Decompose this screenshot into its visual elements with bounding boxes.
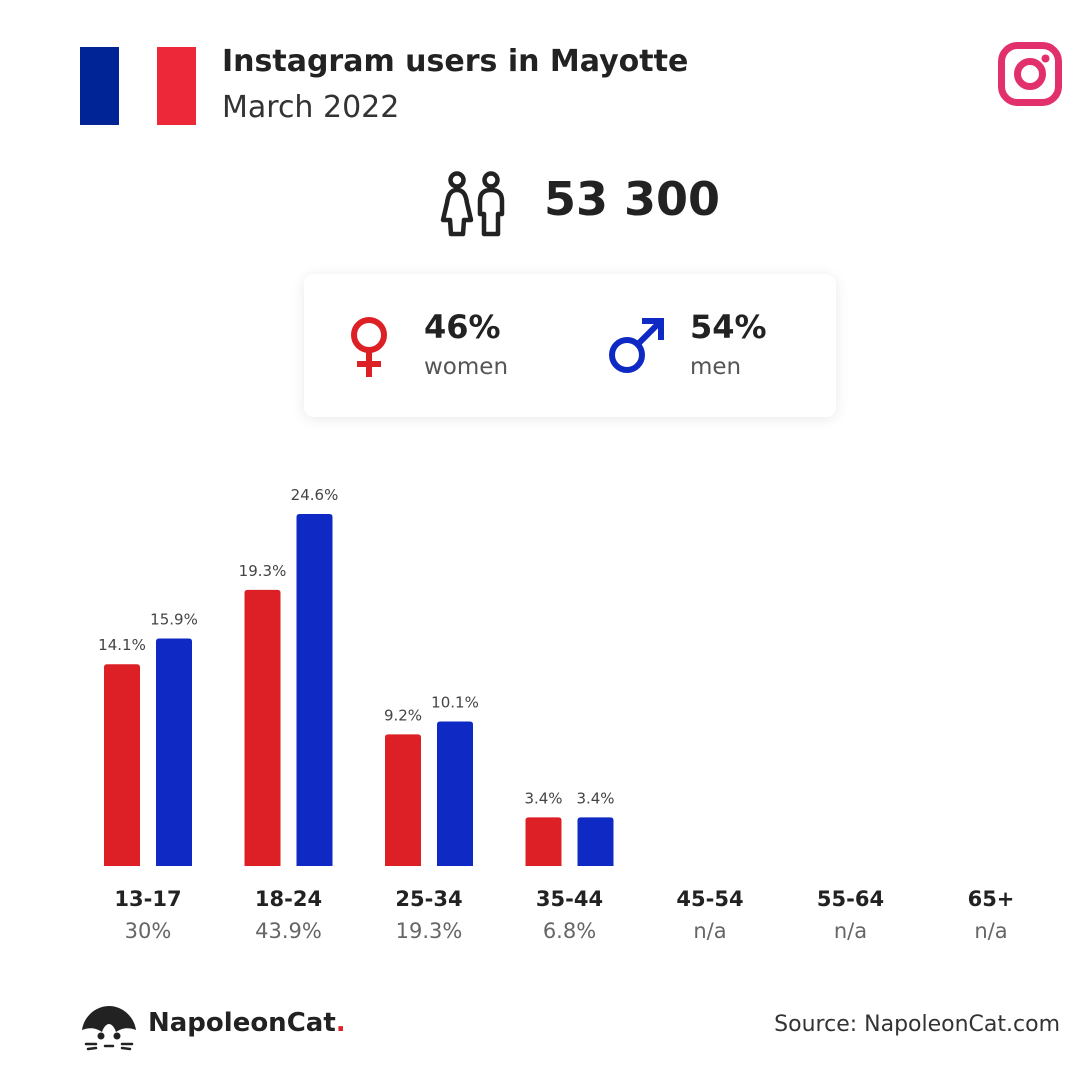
category-label-25-34: 25-34 [395,887,462,911]
total-users: 53 300 [544,172,721,226]
data-label-13-17-series-1: 15.9% [150,610,198,628]
bar-25-34-series-1 [437,721,473,866]
category-label-35-44: 35-44 [536,887,603,911]
flag-stripe-white [118,47,158,125]
page-subtitle: March 2022 [222,90,400,125]
source-text: Source: NapoleonCat.com [774,1012,1060,1037]
category-total-25-34: 19.3% [396,919,463,943]
men-label: men [690,354,742,380]
data-label-25-34-series-0: 9.2% [384,706,422,724]
category-total-13-17: 30% [125,919,172,943]
people-icon [440,171,505,237]
data-label-18-24-series-1: 24.6% [291,486,339,504]
brand-name-text: NapoleonCat [148,1008,336,1038]
bar-35-44-series-0 [525,817,562,866]
category-total-35-44: 6.8% [543,919,596,943]
category-label-18-24: 18-24 [255,887,322,911]
flag-stripe-red [157,47,197,125]
age-gender-bar-chart: 14.1%15.9% 13-17 30% 19.3% 24.6% 18-24 43.9% 9.… [98,486,1015,943]
men-percent: 54% [690,308,767,346]
category-total-45-54: n/a [693,919,726,943]
brand-name: NapoleonCat. [148,1008,346,1038]
bar-13-17-series-1 [156,638,192,866]
bar-18-24-series-0 [244,589,281,866]
data-label-35-44-series-0: 3.4% [524,789,562,807]
instagram-icon [998,42,1062,106]
female-symbol-icon [351,317,387,377]
gender-split-card: 46% women 54% men [304,274,836,417]
brand-dot: . [335,1008,346,1038]
category-total-18-24: 43.9% [255,919,322,943]
women-percent: 46% [424,308,501,346]
bar-35-44-series-1 [577,817,614,866]
women-label: women [424,354,509,380]
flag-stripe-blue [80,47,119,125]
category-total-55-64: n/a [834,919,867,943]
page-title: Instagram users in Mayotte [222,44,689,79]
male-symbol-icon [609,318,664,373]
data-label-18-24-series-0: 19.3% [239,562,287,580]
data-label-35-44-series-1: 3.4% [576,789,614,807]
bar-18-24-series-1 [296,514,333,866]
bar-13-17-series-0 [104,664,140,866]
napoleoncat-logo-icon [82,1006,136,1051]
bar-25-34-series-0 [385,734,421,866]
category-label-45-54: 45-54 [676,887,743,911]
data-label-25-34-series-1: 10.1% [431,693,479,711]
country-flag [80,47,197,125]
data-label-13-17-series-0: 14.1% [98,636,146,654]
category-label-65+: 65+ [968,887,1015,911]
category-label-13-17: 13-17 [114,887,181,911]
category-total-65+: n/a [974,919,1007,943]
category-label-55-64: 55-64 [817,887,884,911]
